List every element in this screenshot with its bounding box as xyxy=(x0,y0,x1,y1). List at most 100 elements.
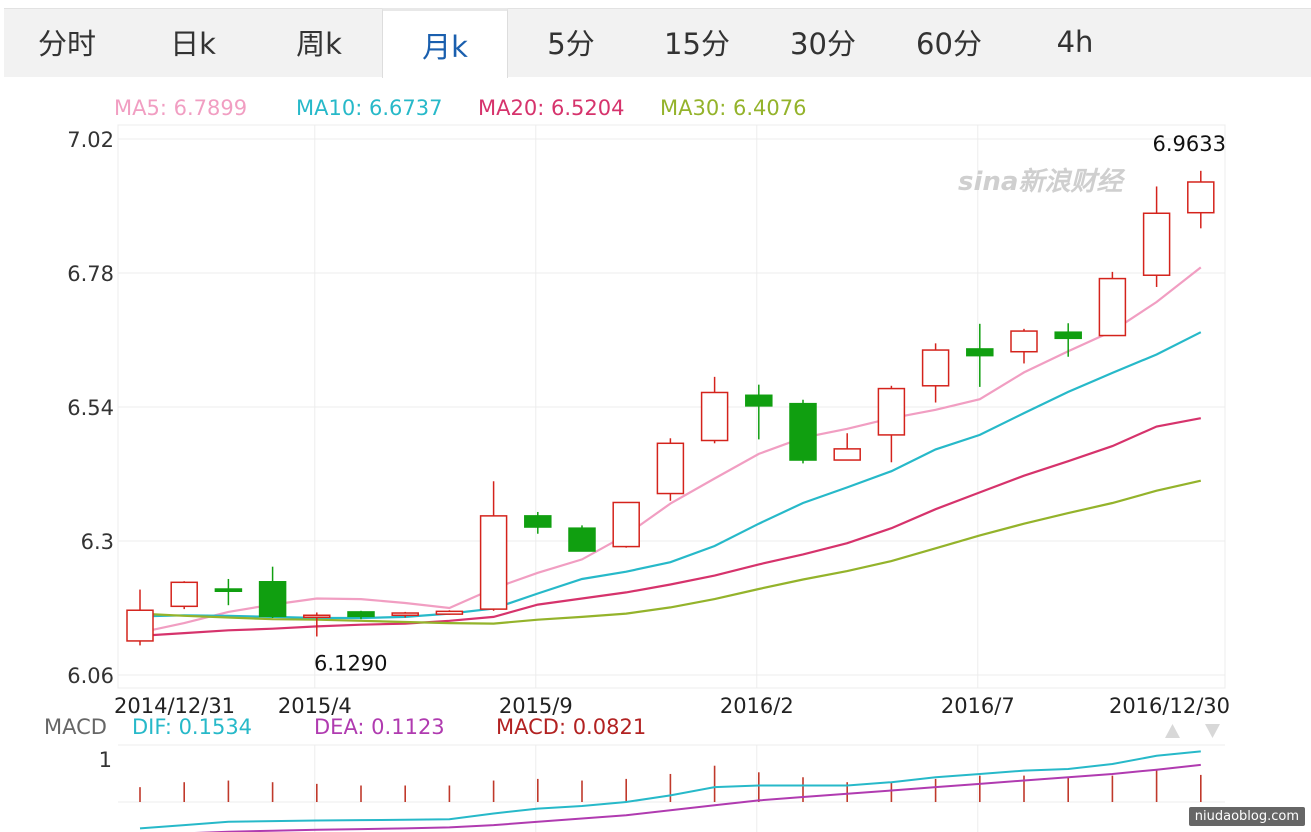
candle-body xyxy=(1098,277,1127,337)
macd-y-tick: 1 xyxy=(99,748,112,772)
candle[interactable] xyxy=(612,501,640,548)
candle-body xyxy=(656,442,685,495)
y-tick-label: 7.02 xyxy=(67,128,114,152)
period-tabbar: 分时 日k 周k 月k 5分 15分 30分 60分 4h xyxy=(0,0,1311,80)
candle[interactable] xyxy=(833,433,861,461)
candlesticks[interactable] xyxy=(126,170,1215,646)
candle-body xyxy=(877,387,906,436)
candle-body xyxy=(391,612,419,617)
site-watermark: niudaoblog.com xyxy=(1188,807,1305,826)
ma5-legend: MA5: 6.7899 xyxy=(114,96,248,120)
candle-body xyxy=(966,348,994,357)
x-tick-label: 2014/12/31 xyxy=(114,694,235,718)
tab-daily-k[interactable]: 日k xyxy=(170,27,216,61)
y-tick-label: 6.06 xyxy=(67,664,114,688)
tab-weekly-k[interactable]: 周k xyxy=(296,27,342,61)
x-tick-label: 2016/12/30 xyxy=(1109,694,1230,718)
candle-body xyxy=(214,588,243,592)
tabbar-background xyxy=(4,8,1311,77)
candle[interactable] xyxy=(1098,271,1127,337)
price-axis: 7.02 6.78 6.54 6.3 6.06 xyxy=(67,128,114,688)
sina-logo-text: sina新浪财经 xyxy=(958,167,1125,197)
candle-body xyxy=(479,515,508,610)
macd-value-legend: MACD: 0.0821 xyxy=(496,715,647,739)
tab-60min[interactable]: 60分 xyxy=(916,27,982,61)
candle[interactable] xyxy=(170,581,198,610)
candle[interactable] xyxy=(877,385,906,463)
candle[interactable] xyxy=(347,610,375,620)
candle-body xyxy=(612,501,640,548)
tab-15min[interactable]: 15分 xyxy=(664,27,730,61)
candle[interactable] xyxy=(966,323,994,387)
candle-body xyxy=(258,581,287,618)
ma30-legend: MA30: 6.4076 xyxy=(660,96,807,120)
macd-dif-line xyxy=(139,750,1201,830)
macd-dea-line xyxy=(194,763,1201,832)
candle-body xyxy=(745,394,773,407)
ma10-legend: MA10: 6.6737 xyxy=(296,96,443,120)
candle[interactable] xyxy=(1010,328,1038,364)
tab-fenshi[interactable]: 分时 xyxy=(37,27,96,61)
candle[interactable] xyxy=(700,376,729,444)
price-annotations: 6.9633 6.1290 xyxy=(314,132,1226,675)
tab-5min[interactable]: 5分 xyxy=(547,27,595,61)
macd-dif-legend: DIF: 0.1534 xyxy=(132,715,253,739)
x-tick-label: 2015/4 xyxy=(278,694,352,718)
x-tick-label: 2016/7 xyxy=(941,694,1015,718)
candle-body xyxy=(524,515,552,528)
candle-body xyxy=(1187,181,1215,214)
tab-monthly-k[interactable]: 月k xyxy=(382,8,508,78)
x-tick-label: 2015/9 xyxy=(499,694,573,718)
candle-body xyxy=(126,609,154,642)
candle[interactable] xyxy=(1142,186,1171,287)
candle-body xyxy=(347,611,375,618)
candle-body xyxy=(789,402,817,461)
scroll-up-icon[interactable] xyxy=(1165,724,1180,738)
ma-line-ma30 xyxy=(139,479,1202,625)
candle-body xyxy=(921,349,950,387)
candle[interactable] xyxy=(921,343,950,403)
candle[interactable] xyxy=(568,525,596,552)
candle-body xyxy=(700,391,729,442)
candle[interactable] xyxy=(745,384,773,440)
candle[interactable] xyxy=(214,578,243,606)
macd-panel: 1 xyxy=(99,744,1225,832)
candle-body xyxy=(568,527,596,552)
date-axis: 2014/12/31 2015/4 2015/9 2016/2 2016/7 2016/1… xyxy=(114,694,1230,718)
ma20-legend: MA20: 6.5204 xyxy=(478,96,625,120)
candle-body xyxy=(1054,331,1082,340)
tab-30min[interactable]: 30分 xyxy=(790,27,856,61)
sina-finance-logo: sina新浪财经 xyxy=(958,167,1125,197)
y-tick-label: 6.3 xyxy=(81,530,114,554)
candle[interactable] xyxy=(479,481,508,611)
candle-body xyxy=(170,581,198,608)
candle[interactable] xyxy=(789,399,817,464)
candle-body xyxy=(833,448,861,461)
candle[interactable] xyxy=(656,438,685,501)
macd-dea-legend: DEA: 0.1123 xyxy=(314,715,445,739)
candle-body xyxy=(1142,212,1171,276)
candle-body xyxy=(1010,330,1038,353)
candle[interactable] xyxy=(1187,170,1215,229)
candle[interactable] xyxy=(524,511,552,534)
candle[interactable] xyxy=(435,610,464,615)
candle[interactable] xyxy=(1054,323,1082,357)
x-tick-label: 2016/2 xyxy=(720,694,794,718)
y-tick-label: 6.54 xyxy=(67,396,114,420)
tab-4h[interactable]: 4h xyxy=(1056,25,1094,59)
candle[interactable] xyxy=(391,611,419,618)
price-annotation: 6.9633 xyxy=(1153,132,1226,156)
candle-body xyxy=(435,610,464,615)
chart-grid xyxy=(117,124,1226,832)
candle[interactable] xyxy=(126,589,154,646)
candle[interactable] xyxy=(303,612,331,637)
y-tick-label: 6.78 xyxy=(67,262,114,286)
scroll-down-icon[interactable] xyxy=(1205,724,1220,738)
ma-line-ma5 xyxy=(139,266,1202,634)
macd-legend-label: MACD xyxy=(44,715,107,739)
macd-scroll-arrows[interactable] xyxy=(1165,724,1220,738)
price-annotation: 6.1290 xyxy=(314,651,387,675)
candle-body xyxy=(303,614,331,619)
candle[interactable] xyxy=(258,566,287,619)
